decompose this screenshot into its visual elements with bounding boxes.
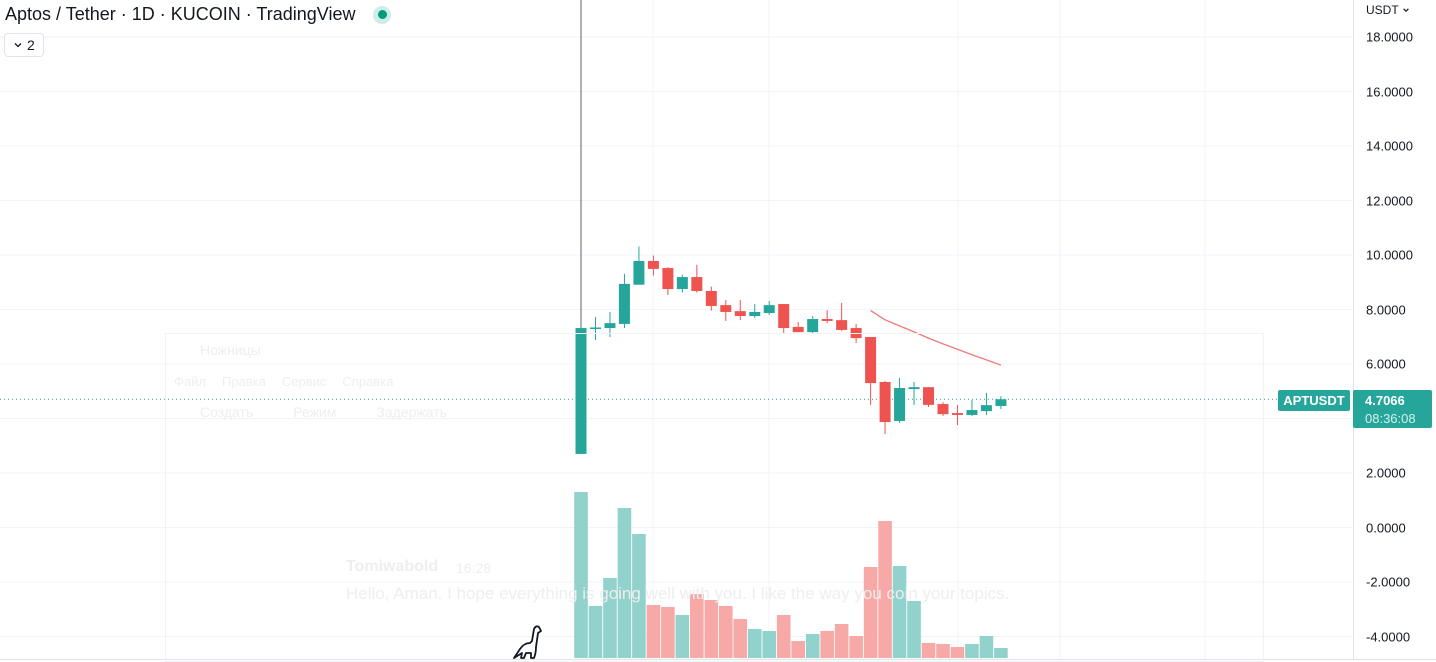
candle-body	[691, 277, 703, 291]
candle-body	[995, 399, 1007, 406]
volume-bar	[965, 644, 979, 658]
price-axis-tick: 0.0000	[1366, 520, 1406, 535]
candle-body	[951, 413, 963, 415]
volume-bar	[820, 631, 834, 658]
volume-bar	[632, 534, 646, 658]
status-dot-icon	[373, 5, 392, 24]
moving-average-line	[870, 310, 1002, 366]
candle-body	[792, 326, 804, 333]
volume-bar	[892, 566, 907, 658]
volume-bar	[574, 492, 588, 658]
candle-body	[908, 387, 920, 390]
currency-label: USDT	[1366, 3, 1399, 17]
candle-body	[879, 381, 891, 423]
candle-body	[589, 327, 601, 329]
indicator-count: 2	[27, 37, 35, 53]
price-axis-tick: 10.0000	[1366, 247, 1413, 263]
volume-bar	[950, 647, 965, 658]
price-axis-tick: 12.0000	[1366, 193, 1413, 208]
candle-body	[676, 277, 688, 290]
candle-body	[705, 290, 717, 306]
volume-bar	[733, 619, 748, 658]
price-axis-tick: -4.0000	[1366, 629, 1411, 644]
volume-bar	[704, 600, 719, 658]
candle-body	[894, 387, 906, 421]
volume-bar	[747, 629, 762, 658]
last-price-tag: 4.7066 08:36:08	[1353, 390, 1432, 428]
volume-bar	[646, 605, 661, 658]
price-axis-tick: 14.0000	[1366, 138, 1413, 154]
candle-body	[778, 304, 790, 329]
volume-bar	[617, 508, 632, 658]
price-axis-tick: 2.0000	[1366, 465, 1406, 481]
price-axis-tick: 18.0000	[1366, 29, 1413, 45]
candle-body	[734, 311, 746, 317]
volume-bar	[907, 601, 921, 658]
volume-bar	[603, 578, 617, 658]
candle-body	[836, 320, 848, 330]
candle-body	[647, 260, 659, 269]
candle-body	[850, 328, 862, 339]
last-price: 4.7066	[1365, 393, 1405, 408]
candle-body	[720, 305, 732, 312]
volume-bar	[690, 594, 704, 658]
volume-bar	[791, 641, 805, 658]
volume-bar	[878, 521, 892, 658]
volume-bar	[849, 636, 863, 658]
symbol-title: Aptos / Tether · 1D · KUCOIN · TradingVi…	[5, 4, 356, 24]
collapse-indicators-button[interactable]: 2	[4, 33, 44, 57]
chevron-down-icon	[1402, 8, 1409, 13]
volume-bar	[805, 634, 820, 658]
candle-body	[575, 328, 587, 454]
chart-title: Aptos / Tether · 1D · KUCOIN · TradingVi…	[5, 4, 392, 25]
candle-body	[865, 337, 877, 384]
candle-body	[618, 283, 630, 324]
volume-bar	[979, 636, 994, 658]
volume-bar	[675, 615, 690, 658]
volume-bar	[863, 567, 878, 658]
price-axis-tick: -2.0000	[1366, 574, 1411, 590]
volume-bar	[921, 643, 936, 658]
volume-bar	[661, 607, 675, 658]
price-axis-tick: 8.0000	[1366, 302, 1406, 317]
volume-bar	[776, 615, 791, 658]
candle-body	[980, 405, 992, 412]
price-axis-tick: 16.0000	[1366, 84, 1413, 99]
candle-body	[662, 268, 674, 290]
candle-body	[966, 410, 978, 415]
volume-bar	[719, 606, 733, 658]
volume-bar	[994, 648, 1008, 658]
candle-body	[633, 260, 645, 285]
volume-bar	[588, 606, 603, 658]
volume-bar	[762, 631, 777, 658]
symbol-price-tag: APTUSDT	[1278, 390, 1350, 411]
bar-countdown: 08:36:08	[1365, 411, 1416, 426]
candle-body	[807, 319, 819, 333]
dinosaur-icon[interactable]	[510, 625, 550, 659]
candle-body	[749, 311, 761, 317]
volume-bar	[936, 644, 950, 658]
candle-body	[763, 305, 775, 314]
chevron-down-icon	[14, 43, 22, 48]
candle-body	[604, 323, 616, 329]
volume-bar	[834, 624, 849, 658]
currency-selector[interactable]: USDT	[1366, 3, 1410, 17]
price-axis-tick: 6.0000	[1366, 356, 1406, 372]
candle-body	[923, 387, 935, 405]
candle-body	[821, 319, 833, 321]
candle-body	[937, 404, 949, 415]
